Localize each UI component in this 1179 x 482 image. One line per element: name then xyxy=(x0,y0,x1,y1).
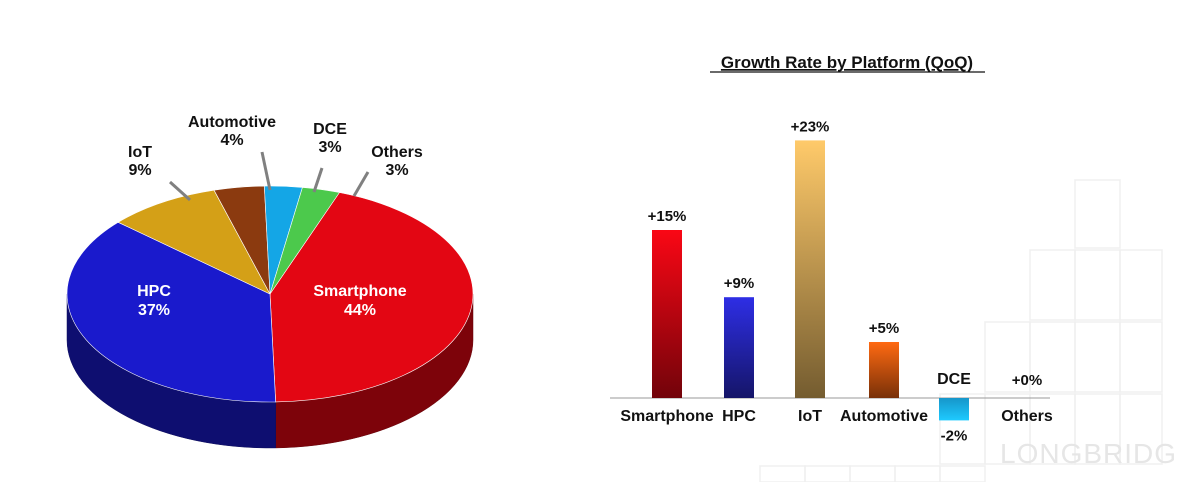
bar-category-iot: IoT xyxy=(798,408,822,425)
watermark-grid xyxy=(759,179,1163,482)
pie-value-dce: 3% xyxy=(318,139,341,156)
pie-value-smartphone: 44% xyxy=(344,302,376,319)
bar-hpc xyxy=(724,297,754,398)
bar-category-others: Others xyxy=(1001,408,1053,425)
watermark-cell xyxy=(1074,179,1121,249)
pie-slice-hpc xyxy=(66,221,276,403)
bar-category-dce: DCE xyxy=(937,371,971,388)
bars: +15% Smartphone +9% HPC +23% IoT +5% Automotive… xyxy=(620,118,1053,444)
watermark-text: LONGBRIDGE xyxy=(1000,438,1179,469)
watermark-cell xyxy=(1119,249,1163,321)
pie-value-hpc: 37% xyxy=(138,302,170,319)
pie-value-iot: 9% xyxy=(128,162,151,179)
pie-slice-others xyxy=(269,187,340,295)
bar-automotive xyxy=(869,342,899,398)
bar-iot xyxy=(795,140,825,398)
pie-label-iot: IoT xyxy=(128,144,152,161)
bar-category-hpc: HPC xyxy=(722,408,756,425)
pie-label-others: Others xyxy=(371,144,423,161)
pie-tops xyxy=(66,185,474,403)
pie-value-automotive: 4% xyxy=(220,132,243,149)
watermark-cell xyxy=(1119,321,1163,393)
pie-leader-others xyxy=(352,171,370,197)
pie-chart: Smartphone44%HPC37%IoT9%Automotive4%DCE3… xyxy=(66,114,474,449)
pie-value-others: 3% xyxy=(385,162,408,179)
pie-leader-iot xyxy=(168,180,192,202)
pie-slice-iot xyxy=(117,189,271,295)
watermark-cell xyxy=(1119,393,1163,465)
bar-dce xyxy=(939,398,969,421)
bar-smartphone xyxy=(652,230,682,398)
bar-category-automotive: Automotive xyxy=(840,408,928,425)
pie-slice-smartphone xyxy=(269,192,474,403)
pie-leader-dce xyxy=(312,167,324,193)
bar-value-others: +0% xyxy=(1012,372,1042,389)
bar-value-dce: -2% xyxy=(941,427,968,444)
pie-label-dce: DCE xyxy=(313,121,347,138)
bar-chart: Growth Rate by Platform (QoQ) +15% Smartph… xyxy=(610,53,1053,444)
bar-category-smartphone: Smartphone xyxy=(620,408,713,425)
pie-label-smartphone: Smartphone xyxy=(313,283,406,300)
watermark-cell xyxy=(939,465,986,482)
pie-leader-automotive xyxy=(260,151,272,191)
bar-value-automotive: +5% xyxy=(869,320,899,337)
bar-value-hpc: +9% xyxy=(724,275,754,292)
bar-value-iot: +23% xyxy=(791,118,830,135)
bar-chart-title: Growth Rate by Platform (QoQ) xyxy=(721,53,973,72)
pie-label-hpc: HPC xyxy=(137,283,171,300)
pie-label-automotive: Automotive xyxy=(188,114,276,131)
pie-labels: Smartphone44%HPC37%IoT9%Automotive4%DCE3… xyxy=(128,114,423,319)
bar-value-smartphone: +15% xyxy=(648,208,687,225)
